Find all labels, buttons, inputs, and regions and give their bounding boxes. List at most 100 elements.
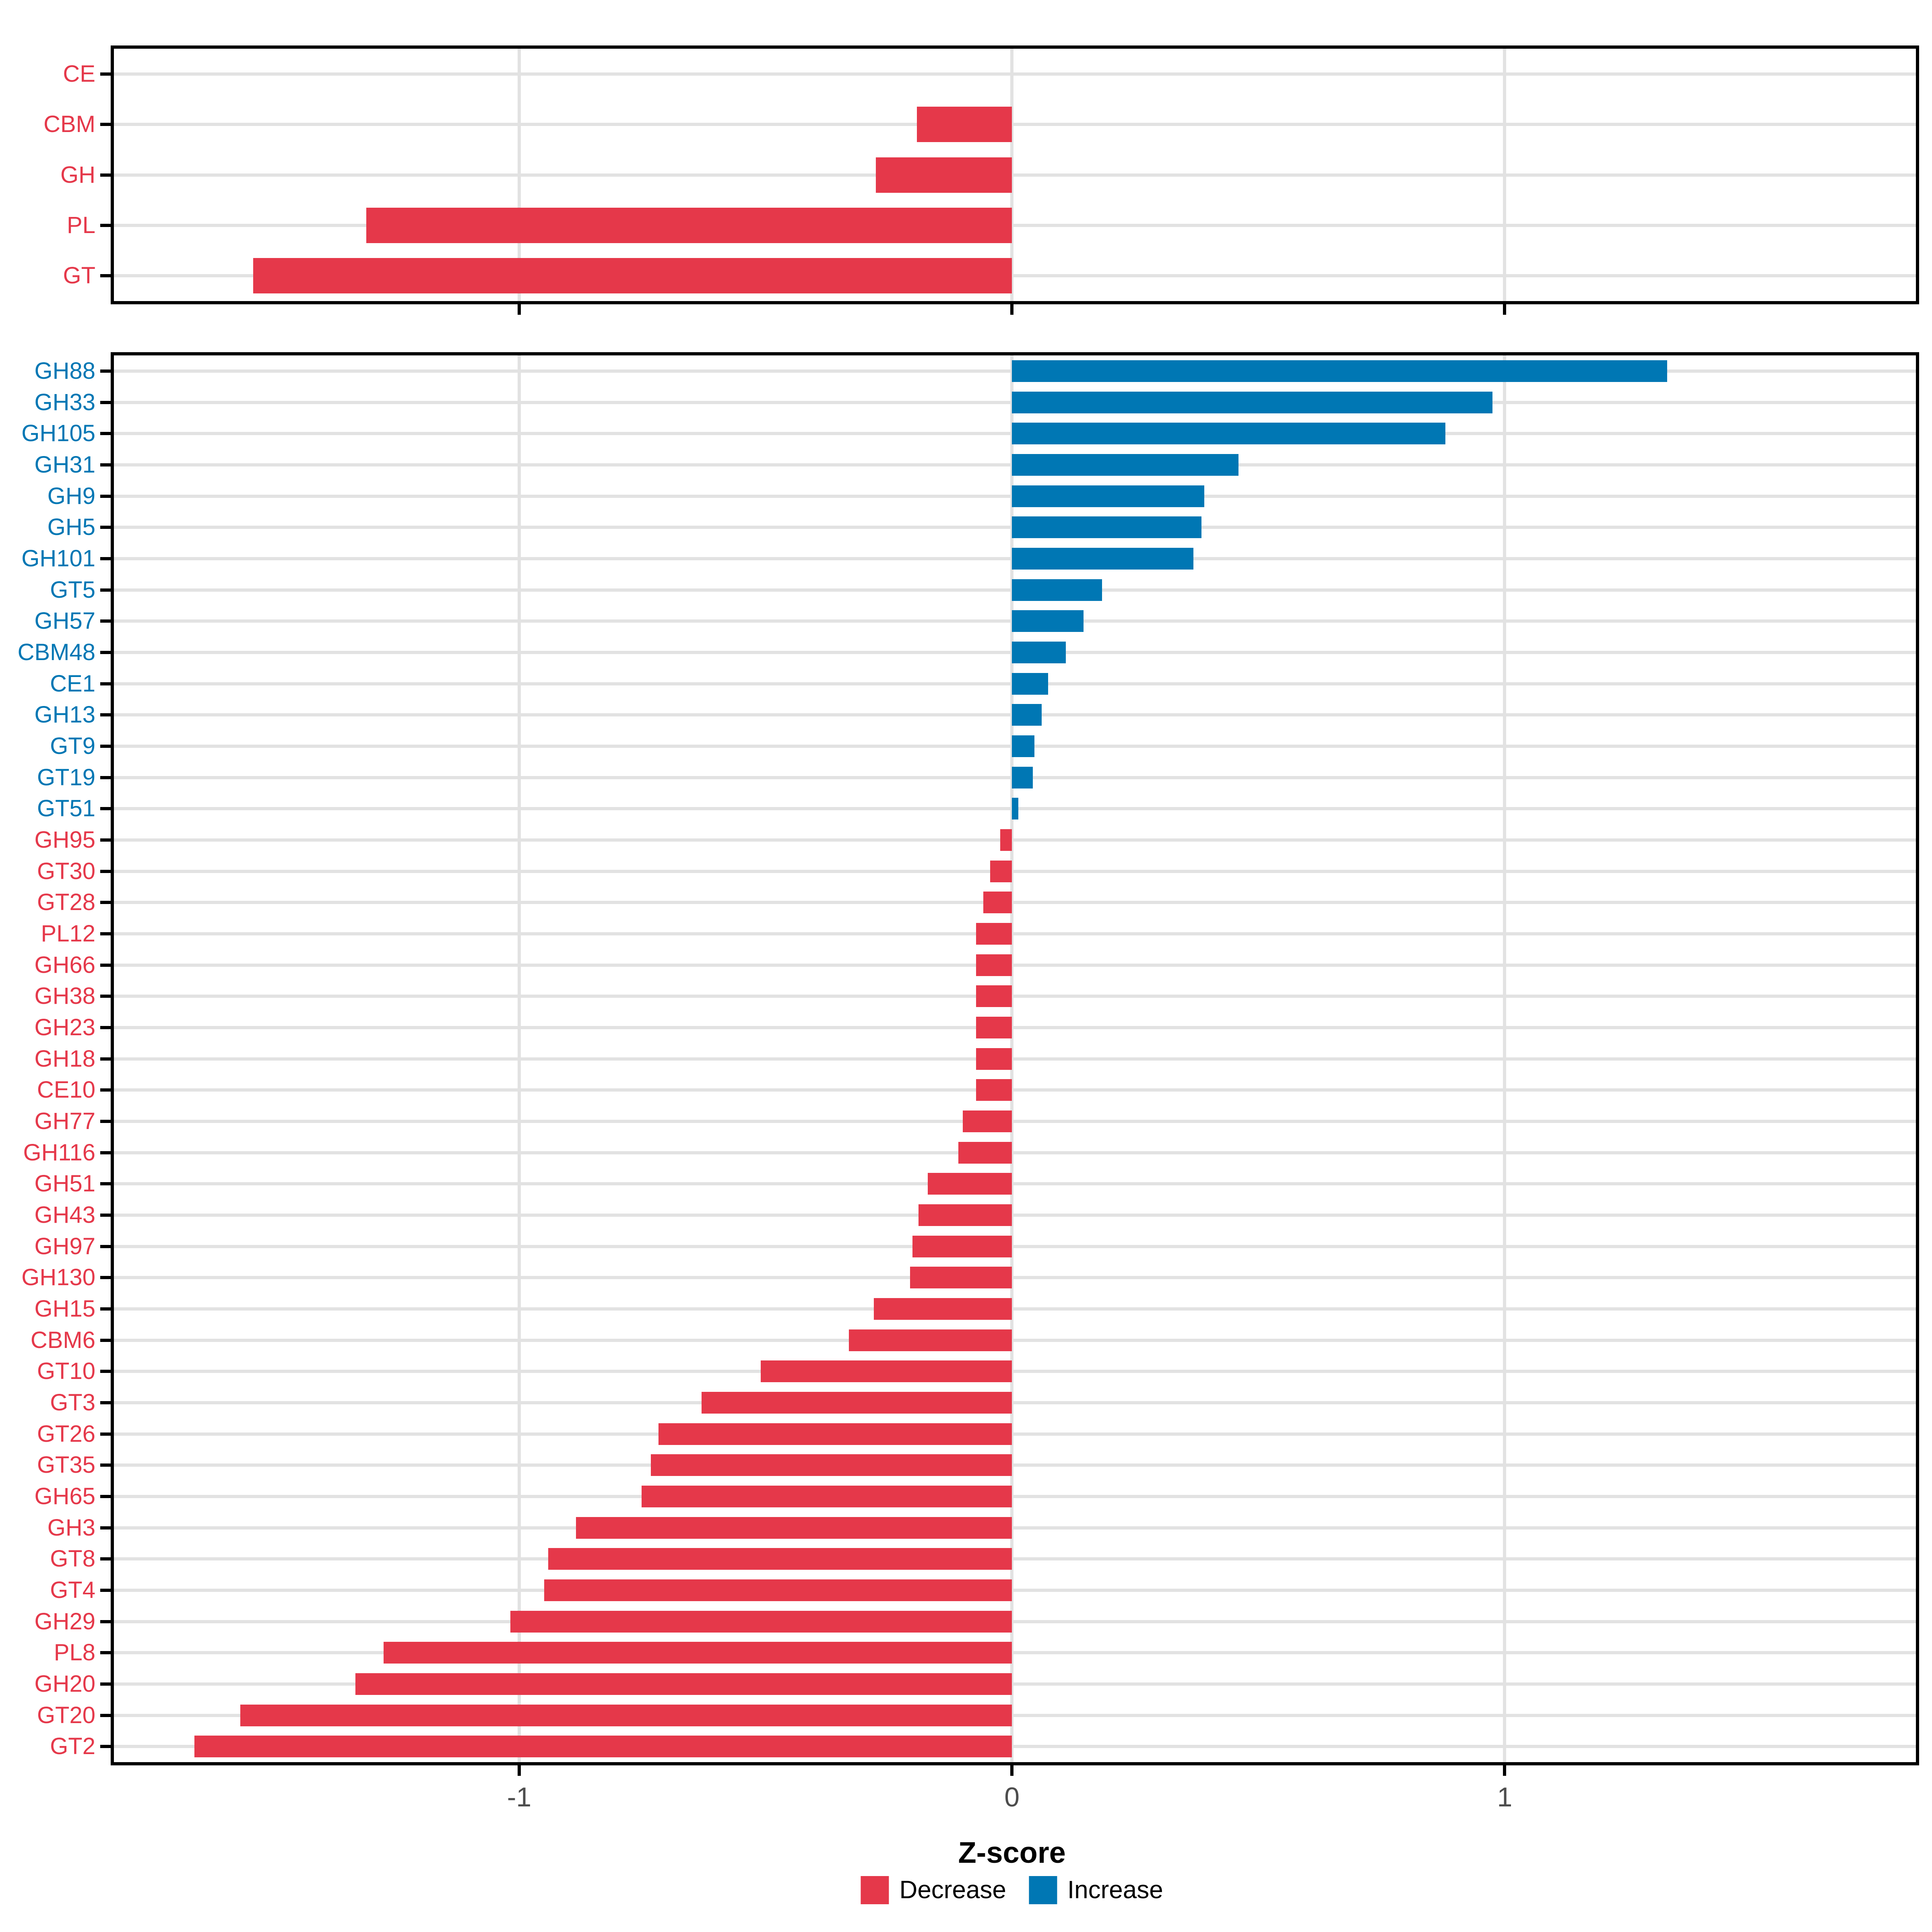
y-tick-mark <box>100 1588 111 1592</box>
y-tick-mark <box>100 1682 111 1686</box>
y-label-GT20: GT20 <box>37 1702 95 1728</box>
bar-GH5 <box>1012 516 1202 539</box>
y-tick-mark <box>100 650 111 654</box>
y-label-GH3: GH3 <box>47 1514 95 1541</box>
y-label-GH18: GH18 <box>34 1045 95 1072</box>
y-tick-mark <box>100 1713 111 1717</box>
y-tick-mark <box>100 1401 111 1404</box>
y-tick-mark <box>100 1057 111 1061</box>
y-tick-mark <box>100 776 111 779</box>
y-label-GH33: GH33 <box>34 389 95 415</box>
y-gridline <box>114 1370 1916 1373</box>
panel-cazyme-class <box>111 45 1919 304</box>
y-gridline <box>114 1682 1916 1686</box>
y-gridline <box>114 1182 1916 1186</box>
y-tick-mark <box>100 557 111 560</box>
bar-GT2 <box>194 1736 1012 1758</box>
y-gridline <box>114 932 1916 935</box>
y-gridline <box>114 963 1916 967</box>
y-label-GH13: GH13 <box>34 702 95 728</box>
legend-label-increase: Increase <box>1067 1876 1163 1904</box>
y-tick-mark <box>100 123 111 126</box>
y-label-GT4: GT4 <box>50 1577 95 1603</box>
y-gridline <box>114 72 1916 76</box>
y-tick-mark <box>100 1026 111 1029</box>
bar-CBM <box>916 107 1012 142</box>
y-gridline <box>114 869 1916 873</box>
bar-GH51 <box>927 1173 1012 1195</box>
bar-PL12 <box>976 923 1012 945</box>
y-gridline <box>114 1651 1916 1655</box>
x-tick-mark <box>1503 1765 1507 1776</box>
y-tick-mark <box>100 223 111 227</box>
y-label-GH77: GH77 <box>34 1108 95 1134</box>
y-label-GT35: GT35 <box>37 1452 95 1478</box>
y-tick-mark <box>100 995 111 998</box>
y-label-GT8: GT8 <box>50 1546 95 1572</box>
legend: Decrease Increase <box>861 1876 1163 1904</box>
bar-GT8 <box>548 1548 1012 1570</box>
y-tick-mark <box>100 807 111 811</box>
bar-CBM6 <box>848 1329 1012 1351</box>
y-tick-mark <box>100 1338 111 1342</box>
y-label-GT2: GT2 <box>50 1733 95 1760</box>
y-tick-mark <box>100 713 111 717</box>
y-label-GT5: GT5 <box>50 576 95 603</box>
y-gridline <box>114 1276 1916 1280</box>
bar-GH77 <box>962 1110 1012 1132</box>
bar-GH88 <box>1012 360 1668 382</box>
bar-GH <box>876 157 1012 193</box>
bar-GT26 <box>658 1423 1012 1445</box>
y-gridline <box>114 1713 1916 1717</box>
y-tick-mark <box>100 432 111 436</box>
bar-CBM48 <box>1012 641 1066 663</box>
y-label-GH65: GH65 <box>34 1483 95 1509</box>
bar-GT5 <box>1012 579 1102 601</box>
bar-GH97 <box>912 1235 1012 1257</box>
y-label-CE: CE <box>63 60 95 87</box>
increase-swatch-icon <box>1028 1876 1057 1904</box>
y-tick-mark <box>100 963 111 967</box>
y-label-GT10: GT10 <box>37 1358 95 1385</box>
y-label-GH: GH <box>60 161 95 188</box>
y-gridline <box>114 1463 1916 1467</box>
y-gridline <box>114 223 1916 227</box>
x-tick-mark <box>517 1765 521 1776</box>
bar-GT28 <box>983 892 1012 914</box>
y-gridline <box>114 123 1916 126</box>
y-tick-mark <box>100 1213 111 1217</box>
y-gridline <box>114 838 1916 842</box>
y-tick-mark <box>100 1151 111 1154</box>
y-tick-mark <box>100 619 111 623</box>
y-gridline <box>114 1745 1916 1748</box>
y-gridline <box>114 1057 1916 1061</box>
y-gridline <box>114 1213 1916 1217</box>
y-tick-mark <box>100 932 111 935</box>
y-label-GH23: GH23 <box>34 1014 95 1040</box>
y-label-CE1: CE1 <box>50 670 95 697</box>
bar-GH65 <box>641 1485 1012 1507</box>
bar-PL8 <box>384 1642 1012 1664</box>
y-tick-mark <box>100 1651 111 1655</box>
y-gridline <box>114 901 1916 904</box>
y-label-PL12: PL12 <box>41 920 95 947</box>
y-gridline <box>114 1307 1916 1311</box>
y-gridline <box>114 1151 1916 1154</box>
x-tick-label: 1 <box>1497 1782 1513 1812</box>
y-gridline <box>114 173 1916 177</box>
y-label-GH105: GH105 <box>21 420 95 447</box>
y-gridline <box>114 1494 1916 1498</box>
x-tick-label: -1 <box>507 1782 532 1812</box>
bar-GT <box>253 258 1012 294</box>
y-label-GH38: GH38 <box>34 983 95 1009</box>
x-tick-mark <box>1010 1765 1014 1776</box>
y-tick-mark <box>100 1745 111 1748</box>
y-label-GH95: GH95 <box>34 826 95 853</box>
y-tick-mark <box>100 526 111 529</box>
y-label-GH29: GH29 <box>34 1608 95 1635</box>
y-tick-mark <box>100 369 111 373</box>
y-tick-mark <box>100 72 111 76</box>
y-label-GH15: GH15 <box>34 1295 95 1322</box>
y-label-GH9: GH9 <box>47 483 95 509</box>
bar-GT51 <box>1012 798 1019 820</box>
